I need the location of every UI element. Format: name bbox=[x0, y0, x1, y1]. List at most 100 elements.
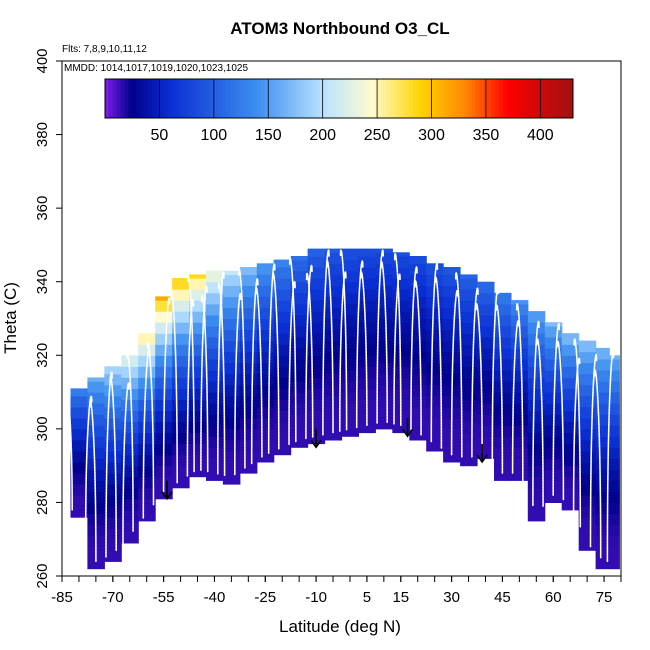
field-cell bbox=[460, 399, 478, 411]
x-tick-label: 5 bbox=[363, 589, 371, 606]
field-cell bbox=[426, 395, 444, 408]
field-cell bbox=[273, 333, 292, 345]
field-cell bbox=[595, 458, 610, 470]
field-cell bbox=[561, 399, 580, 411]
field-cell bbox=[609, 491, 620, 503]
y-tick-label: 400 bbox=[34, 48, 51, 73]
field-cell bbox=[595, 392, 610, 404]
colorbar-swatch bbox=[155, 79, 161, 118]
field-cell bbox=[324, 307, 343, 320]
x-tick-label: 60 bbox=[545, 589, 562, 606]
field-cell bbox=[426, 406, 444, 419]
field-cell bbox=[375, 318, 393, 331]
colorbar-swatch bbox=[198, 79, 203, 118]
field-cell bbox=[290, 359, 309, 371]
flight-profile bbox=[393, 273, 401, 425]
field-cell bbox=[544, 325, 563, 338]
x-tick-label: 30 bbox=[443, 589, 460, 606]
colorbar-swatch bbox=[370, 79, 375, 118]
field-cell bbox=[477, 425, 495, 437]
field-cell bbox=[561, 344, 580, 356]
field-cell bbox=[578, 439, 597, 452]
colorbar-swatch bbox=[128, 79, 133, 118]
field-cell bbox=[392, 322, 410, 334]
field-cell bbox=[477, 370, 495, 382]
colorbar-swatch bbox=[471, 79, 476, 118]
field-cell bbox=[392, 311, 410, 323]
field-cell bbox=[222, 307, 241, 320]
field-cell bbox=[256, 285, 275, 297]
field-cell bbox=[578, 417, 597, 430]
flight-profile bbox=[305, 272, 314, 438]
field-cell bbox=[138, 509, 156, 522]
flight-profile bbox=[556, 340, 565, 501]
field-cell bbox=[138, 432, 156, 445]
field-cell bbox=[307, 256, 326, 268]
field-cell bbox=[121, 520, 139, 533]
field-cell bbox=[138, 410, 156, 423]
flights-note: Flts: 7,8,9,10,11,12 bbox=[62, 44, 147, 55]
colorbar-swatch bbox=[268, 79, 274, 118]
field-cell bbox=[222, 417, 241, 430]
field-cell bbox=[595, 524, 610, 537]
flight-profile bbox=[450, 289, 459, 456]
flight-profile bbox=[288, 257, 297, 443]
field-cell bbox=[595, 469, 610, 481]
field-cell bbox=[273, 388, 292, 400]
y-tick-label: 280 bbox=[34, 490, 51, 515]
field-cell bbox=[104, 484, 122, 496]
arrow-marker bbox=[161, 480, 173, 501]
colorbar-swatch bbox=[147, 79, 153, 118]
field-cell bbox=[409, 318, 427, 331]
colorbar-tick-label: 150 bbox=[255, 127, 282, 144]
field-cell bbox=[172, 344, 190, 356]
field-cell bbox=[460, 333, 478, 345]
colorbar-swatch bbox=[327, 79, 332, 118]
field-cell bbox=[426, 340, 444, 353]
flight-profile bbox=[393, 253, 402, 426]
colorbar-swatch bbox=[405, 79, 410, 118]
field-cell bbox=[358, 289, 376, 301]
field-cell bbox=[358, 322, 376, 334]
field-cell bbox=[104, 495, 122, 507]
field-cell bbox=[409, 274, 427, 286]
colorbar-swatch bbox=[237, 79, 242, 118]
colorbar-tick-label: 50 bbox=[151, 127, 169, 144]
flight-profile bbox=[162, 297, 171, 493]
flight-profile bbox=[475, 303, 483, 454]
field-cell bbox=[239, 340, 258, 353]
field-cell bbox=[307, 399, 326, 411]
flight-profile bbox=[360, 271, 368, 426]
field-cell bbox=[121, 421, 139, 434]
field-cell bbox=[155, 355, 173, 367]
field-cell bbox=[172, 377, 190, 389]
field-cell bbox=[172, 311, 190, 323]
field-cell bbox=[375, 395, 393, 408]
field-cell bbox=[460, 300, 478, 312]
colorbar-swatch bbox=[112, 79, 118, 118]
field-cell bbox=[609, 458, 620, 470]
colorbar-swatch bbox=[225, 79, 231, 118]
flight-profile bbox=[511, 320, 520, 474]
flight-profile bbox=[495, 304, 504, 474]
colorbar-tick-label: 350 bbox=[473, 127, 500, 144]
field-cell bbox=[510, 403, 529, 415]
field-cell bbox=[409, 417, 427, 430]
colorbar-swatch bbox=[378, 79, 383, 118]
field-cell bbox=[206, 436, 224, 448]
field-cell bbox=[290, 270, 309, 283]
field-cell bbox=[392, 267, 410, 279]
flight-profile bbox=[217, 282, 226, 476]
colorbar-frame bbox=[104, 78, 574, 119]
field-cell bbox=[87, 447, 105, 459]
field-cell bbox=[104, 373, 122, 386]
field-cell bbox=[527, 311, 546, 323]
field-cell bbox=[290, 256, 309, 261]
colorbar-swatch bbox=[120, 79, 125, 118]
field-cell bbox=[239, 462, 258, 474]
flight-profile bbox=[606, 351, 615, 563]
y-tick-label: 360 bbox=[34, 196, 51, 221]
field-cell bbox=[121, 465, 139, 478]
field-cell bbox=[392, 256, 410, 268]
field-cell bbox=[138, 476, 156, 489]
